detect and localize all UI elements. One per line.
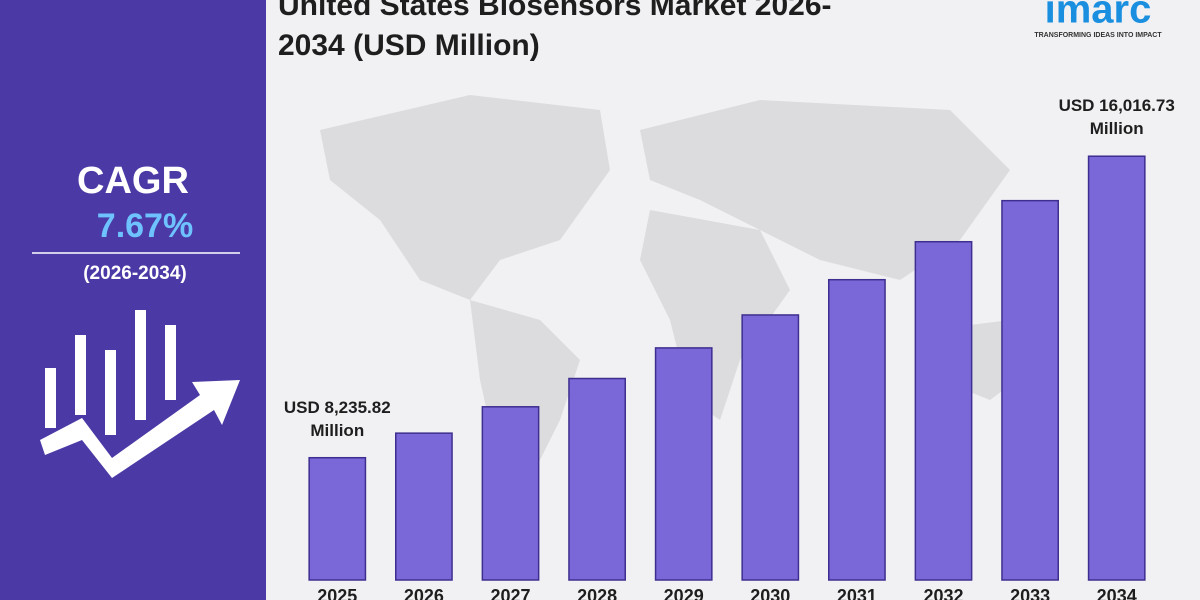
bar [1001, 199, 1059, 581]
brand-logo: imarc [1045, 0, 1152, 32]
tagline: TRANSFORMING IDEAS INTO IMPACT [1034, 32, 1162, 39]
x-tick-label: 2034 [1097, 586, 1137, 600]
x-tick-label: 2030 [750, 586, 790, 600]
x-tick-label: 2026 [404, 586, 444, 600]
x-tick-label: 2025 [317, 586, 357, 600]
cagr-period: (2026-2034) [83, 263, 187, 284]
x-tick-label: 2032 [923, 586, 963, 600]
chart-title: United States Biosensors Market 2026-203… [278, 0, 832, 62]
value-label: USD 16,016.73 Million [1058, 96, 1175, 139]
x-tick-label: 2031 [837, 586, 877, 600]
bar [1087, 155, 1146, 581]
bar [914, 240, 973, 581]
growth-icon [40, 310, 240, 478]
x-tick-label: 2033 [1010, 586, 1050, 600]
value-label: USD 8,235.82 Million [283, 397, 391, 440]
bar [828, 278, 886, 581]
cagr-label: CAGR [77, 160, 189, 202]
cagr-value: 7.67% [97, 207, 193, 245]
bar [741, 314, 800, 581]
x-tick-label: 2029 [664, 586, 704, 600]
side-panel [0, 0, 266, 600]
bar [308, 456, 367, 581]
bar [395, 432, 453, 581]
x-tick-label: 2027 [490, 586, 530, 600]
bar [481, 406, 540, 581]
bar [654, 347, 713, 581]
bar [568, 377, 626, 581]
x-tick-label: 2028 [577, 586, 617, 600]
